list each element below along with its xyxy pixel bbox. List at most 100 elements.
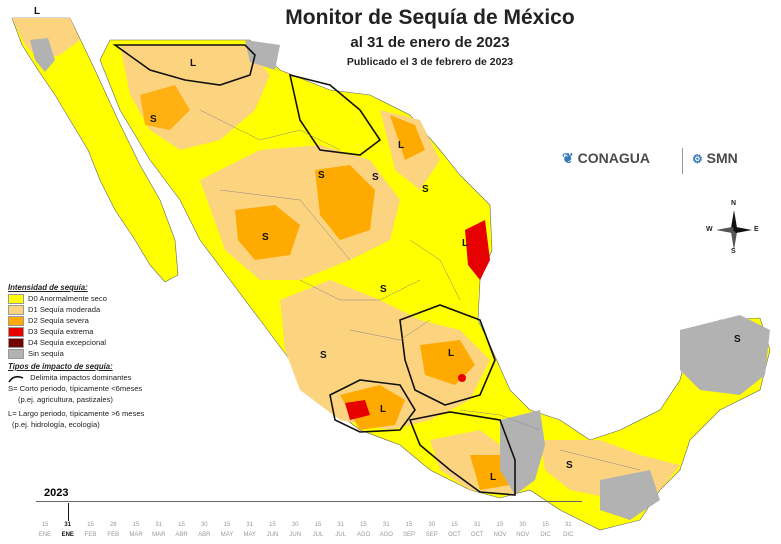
timeline-month: MAR [129,532,143,538]
conagua-drop-icon: ❦ [562,150,574,166]
legend-item: Sin sequía [8,348,208,359]
legend-item-label: Sin sequía [28,349,64,358]
map-label: L [380,404,386,415]
legend-impact-line-label: Delimita impactos dominantes [30,373,132,382]
legend-swatch [8,316,24,326]
page-subtitle: al 31 de enero de 2023 [350,34,510,51]
map-label: S [320,350,327,361]
map-label: S [262,232,269,243]
page-title: Monitor de Sequía de México [285,6,575,29]
no-drought-yucatan [680,315,770,395]
timeline-month: NOV [516,532,530,538]
map-label: S [380,284,387,295]
map-label: S [422,184,429,195]
legend-item-label: D2 Sequía severa [28,316,89,325]
state-boundaries [199,109,641,471]
conagua-logo: ❦ CONAGUA [562,150,650,167]
legend-item-label: D0 Anormalmente seco [28,294,107,303]
timeline-tick: 31 [337,522,345,528]
impact-boundary-west [329,379,416,433]
timeline-tick: 15 [360,522,367,528]
timeline-tick: 15 [41,522,49,528]
map-label: L [398,140,404,151]
impact-boundary-south [408,411,516,496]
timeline-month: ENE [61,532,74,538]
timeline-month: JUN [289,532,302,538]
no-drought-chiapas [500,410,545,495]
legend-item: D1 Sequía moderada [8,304,208,315]
baja-coast-grey [30,38,55,72]
legend: Intensidad de sequía: D0 Anormalmente se… [8,282,208,430]
timeline-tick: 30 [428,522,436,528]
timeline-tick: 30 [200,522,208,528]
map-label: L [190,58,196,69]
d2-michoacan-region [340,385,405,430]
timeline-month: MAY [220,532,234,538]
compass-star-icon [716,210,752,250]
d3-central-spot [458,374,466,382]
timeline-month: SEP [402,532,415,538]
compass-w: W [706,226,713,233]
timeline-tick: 31 [246,522,254,528]
d2-tamaulipas-region [390,115,425,160]
timeline-month: JUL [335,532,347,538]
timeline-tick: 15 [87,522,94,528]
map-label: L [490,472,496,483]
timeline-month: JUL [312,532,324,538]
impact-line-icon [8,375,24,382]
d2-hidalgo-region [420,340,475,385]
timeline-month: ENE [38,532,52,538]
timeline-axis [36,501,582,502]
timeline-month: AGO [356,532,371,538]
timeline-marker [67,503,69,521]
legend-intensity-title: Intensidad de sequía: [8,283,88,292]
timeline-tick: 30 [519,522,527,528]
legend-impact-short-example: (p.ej. agricultura, pastizales) [18,395,113,404]
smn-gear-icon: ⚙ [692,152,703,166]
legend-item: D4 Sequía excepcional [8,337,208,348]
d3-michoacan-spot [345,400,370,420]
timeline-tick: 31 [155,522,163,528]
legend-impact-title: Tipos de impacto de sequía: [8,362,113,371]
map-label: L [34,6,40,17]
map-label: L [448,348,454,359]
legend-swatch [8,305,24,315]
timeline-month: JUN [266,532,279,538]
timeline-tick: 15 [223,522,231,528]
map-label: S [566,460,573,471]
published-date: Publicado el 3 de febrero de 2023 [346,56,514,68]
map-label: S [734,334,741,345]
timeline-month: OCT [470,532,484,538]
compass-s: S [731,248,736,255]
timeline-month: MAR [152,532,166,538]
legend-item: D2 Sequía severa [8,315,208,326]
smn-logo: ⚙ SMN [692,150,738,166]
timeline-tick: 31 [564,522,572,528]
legend-intensity-list: D0 Anormalmente seco D1 Sequía moderada D2… [8,293,208,359]
legend-item-label: D3 Sequía extrema [28,327,94,336]
d2-sonora-region [140,85,190,130]
no-drought-campeche [600,470,660,520]
map-label: S [372,172,379,183]
timeline-month: AGO [379,532,393,538]
timeline-month: SEP [425,532,438,538]
timeline-tick: 31 [382,522,390,528]
timeline-month: ABR [198,532,211,538]
legend-item: D3 Sequía extrema [8,326,208,337]
timeline-tick: 31 [64,522,72,528]
timeline-tick: 15 [314,522,322,528]
map-label: L [462,238,468,249]
legend-item-label: D1 Sequía moderada [28,305,101,314]
legend-swatch [8,349,24,359]
smn-logo-text: SMN [706,150,738,166]
legend-impact-long-example: (p.ej. hidrología, ecología) [12,420,100,429]
compass-rose: N S W E [706,200,759,256]
timeline-month: ABR [175,532,188,538]
impact-boundary-north-central [288,73,382,156]
timeline-tick: 30 [291,522,299,528]
legend-impact-line-item: Delimita impactos dominantes [8,372,208,383]
map-label: S [318,170,325,181]
timeline-tick: 15 [496,522,504,528]
